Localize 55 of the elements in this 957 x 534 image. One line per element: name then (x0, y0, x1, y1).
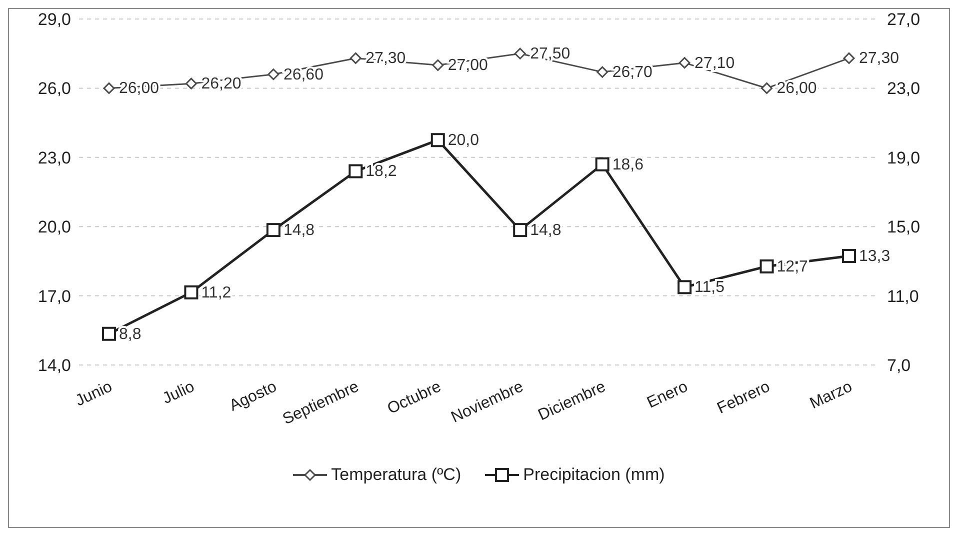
y2-tick-label: 11,0 (887, 286, 919, 306)
data-label: 26,00 (776, 80, 817, 98)
data-label: 18,6 (612, 156, 644, 174)
data-label: 26,20 (201, 76, 242, 93)
point (348, 164, 363, 178)
point (268, 68, 280, 80)
x-tick-label: Julio (160, 378, 198, 408)
point (514, 48, 526, 60)
y-tick-label: 26,0 (38, 79, 71, 98)
y-tick-label: 29,0 (38, 10, 71, 30)
legend-label: Precipitacion (mm) (522, 465, 665, 485)
point (102, 326, 116, 341)
data-label: 27,00 (448, 57, 488, 74)
point (513, 223, 528, 238)
y2-tick-label: 23,0 (887, 79, 920, 98)
y2-tick-label: 19,0 (887, 148, 920, 168)
data-label: 13,3 (859, 248, 890, 266)
y-tick-label: 23,0 (38, 148, 71, 168)
y2-tick-label: 15,0 (887, 218, 920, 237)
x-tick-label: Marzo (807, 378, 856, 412)
data-label: 14,8 (283, 222, 315, 240)
data-label: 27,10 (694, 54, 735, 72)
point (842, 249, 856, 264)
data-label: 8,8 (119, 326, 142, 343)
point (432, 59, 444, 71)
point (678, 280, 692, 294)
point (184, 285, 198, 300)
data-label: 26,70 (612, 64, 652, 82)
legend-label: Temperatura (ºC) (330, 465, 462, 485)
data-label: 27,50 (530, 46, 570, 63)
y-tick-label: 20,0 (38, 218, 71, 237)
x-tick-label: Junio (73, 378, 116, 410)
point (760, 259, 774, 274)
x-tick-label: Enero (644, 378, 691, 412)
point (350, 52, 362, 64)
y2-tick-label: 7,0 (887, 356, 911, 376)
y-tick-label: 17,0 (38, 286, 71, 306)
data-label: 26,60 (283, 66, 324, 84)
point (761, 82, 773, 94)
point (185, 78, 197, 90)
point (430, 133, 445, 148)
point (266, 223, 280, 238)
data-label: 20,0 (448, 132, 480, 150)
point (678, 57, 690, 69)
y-tick-label: 14,0 (38, 356, 71, 376)
y2-tick-label: 27,0 (887, 10, 920, 30)
point (103, 82, 115, 94)
data-label: 14,8 (530, 222, 562, 240)
point (843, 52, 855, 64)
data-label: 18,2 (366, 163, 397, 180)
data-label: 11,5 (694, 279, 725, 296)
data-label: 27,30 (859, 50, 900, 68)
point (596, 66, 608, 78)
data-label: 11,2 (201, 284, 232, 302)
point (595, 157, 610, 172)
